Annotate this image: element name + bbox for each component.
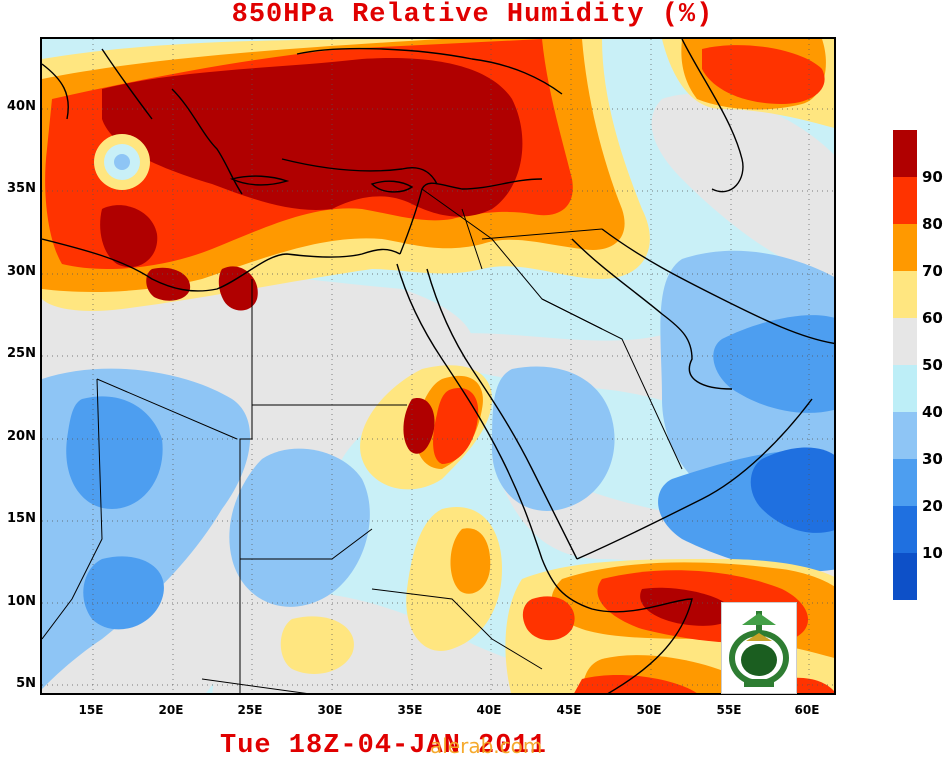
legend-swatch-30	[893, 412, 917, 459]
lat-label-30n: 30N	[7, 264, 36, 279]
lat-label-15n: 15N	[7, 511, 36, 526]
legend-swatch-0	[893, 553, 917, 600]
color-legend	[893, 130, 917, 600]
legend-label-40: 40	[922, 403, 943, 421]
legend-swatch-10	[893, 506, 917, 553]
legend-label-80: 80	[922, 215, 943, 233]
legend-label-60: 60	[922, 309, 943, 327]
lat-label-40n: 40N	[7, 99, 36, 114]
legend-swatch-50	[893, 318, 917, 365]
university-seal-icon	[721, 602, 797, 694]
lat-label-20n: 20N	[7, 429, 36, 444]
watermark-text: alerab.com	[430, 734, 543, 758]
lon-label-15e: 15E	[78, 703, 104, 717]
legend-swatch-40	[893, 365, 917, 412]
lon-label-25e: 25E	[237, 703, 263, 717]
legend-label-30: 30	[922, 450, 943, 468]
lat-label-25n: 25N	[7, 346, 36, 361]
lon-label-50e: 50E	[636, 703, 662, 717]
forecast-timestamp: Tue 18Z-04-JAN 2011	[220, 731, 547, 761]
humidity-field	[42, 39, 834, 693]
legend-swatch-90plus	[893, 130, 917, 177]
legend-label-10: 10	[922, 544, 943, 562]
lat-label-5n: 5N	[16, 676, 36, 691]
lat-label-35n: 35N	[7, 181, 36, 196]
lon-label-35e: 35E	[397, 703, 423, 717]
lon-label-45e: 45E	[556, 703, 582, 717]
lon-label-55e: 55E	[716, 703, 742, 717]
legend-swatch-20	[893, 459, 917, 506]
humidity-map	[40, 37, 836, 695]
legend-label-50: 50	[922, 356, 943, 374]
legend-swatch-60	[893, 271, 917, 318]
lon-label-30e: 30E	[317, 703, 343, 717]
lon-label-20e: 20E	[158, 703, 184, 717]
map-title: 850HPa Relative Humidity (%)	[231, 0, 714, 30]
legend-swatch-80	[893, 177, 917, 224]
lon-label-40e: 40E	[476, 703, 502, 717]
legend-label-20: 20	[922, 497, 943, 515]
legend-label-70: 70	[922, 262, 943, 280]
legend-label-90: 90	[922, 168, 943, 186]
lon-label-60e: 60E	[794, 703, 820, 717]
legend-swatch-70	[893, 224, 917, 271]
lat-label-10n: 10N	[7, 594, 36, 609]
